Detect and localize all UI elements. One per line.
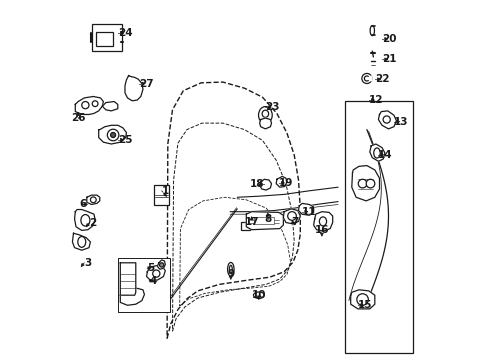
Polygon shape	[369, 144, 384, 161]
Text: 13: 13	[393, 117, 407, 127]
Text: 15: 15	[357, 300, 372, 310]
Ellipse shape	[227, 262, 234, 276]
Text: 23: 23	[265, 102, 279, 112]
Wedge shape	[366, 76, 371, 81]
Text: 25: 25	[118, 135, 132, 145]
Ellipse shape	[364, 76, 368, 81]
Bar	[154, 185, 169, 205]
Text: 5: 5	[147, 263, 154, 273]
Text: 18: 18	[249, 179, 264, 189]
Ellipse shape	[373, 148, 380, 158]
Circle shape	[159, 263, 163, 267]
Circle shape	[107, 129, 119, 141]
Polygon shape	[350, 290, 374, 309]
Circle shape	[382, 116, 389, 123]
Text: 7: 7	[291, 217, 298, 228]
Ellipse shape	[253, 292, 264, 298]
Circle shape	[287, 212, 296, 220]
Polygon shape	[259, 179, 271, 190]
Bar	[91, 24, 122, 51]
Text: 1: 1	[162, 186, 169, 196]
Ellipse shape	[78, 237, 85, 247]
Polygon shape	[120, 288, 144, 305]
Polygon shape	[259, 118, 271, 129]
Text: 24: 24	[118, 28, 132, 38]
Bar	[345, 101, 412, 353]
Circle shape	[356, 294, 367, 305]
Polygon shape	[378, 111, 396, 129]
Polygon shape	[351, 166, 379, 201]
Text: 20: 20	[381, 34, 396, 44]
Polygon shape	[276, 176, 286, 187]
Circle shape	[90, 197, 96, 203]
Ellipse shape	[258, 107, 272, 124]
Ellipse shape	[361, 73, 371, 84]
Polygon shape	[125, 76, 142, 101]
Text: 27: 27	[139, 78, 154, 89]
Bar	[240, 222, 249, 230]
Text: 17: 17	[244, 217, 259, 228]
Text: 22: 22	[374, 74, 388, 84]
Text: 16: 16	[314, 225, 328, 235]
Text: 6: 6	[80, 199, 87, 210]
Polygon shape	[146, 266, 165, 280]
Text: 14: 14	[377, 150, 391, 160]
Text: 9: 9	[227, 269, 234, 279]
Circle shape	[110, 132, 115, 138]
Text: 3: 3	[84, 258, 91, 268]
Ellipse shape	[262, 110, 268, 117]
Text: 21: 21	[381, 54, 396, 64]
Circle shape	[366, 179, 374, 188]
Polygon shape	[157, 260, 165, 269]
Bar	[254, 217, 274, 224]
Text: 10: 10	[251, 290, 265, 300]
Bar	[96, 32, 113, 46]
Polygon shape	[298, 203, 313, 215]
Circle shape	[92, 101, 98, 107]
Circle shape	[358, 179, 366, 188]
Ellipse shape	[369, 26, 374, 36]
Polygon shape	[283, 209, 300, 224]
Text: 4: 4	[149, 276, 156, 286]
Circle shape	[152, 270, 160, 277]
Polygon shape	[246, 212, 283, 230]
Polygon shape	[102, 102, 118, 111]
Ellipse shape	[81, 215, 90, 226]
Polygon shape	[87, 195, 100, 204]
Polygon shape	[313, 212, 332, 231]
Circle shape	[81, 102, 89, 109]
Ellipse shape	[319, 217, 326, 226]
Polygon shape	[120, 263, 136, 295]
Text: 26: 26	[71, 113, 85, 123]
Text: 11: 11	[302, 207, 316, 217]
Polygon shape	[99, 125, 126, 144]
Polygon shape	[75, 210, 95, 230]
Ellipse shape	[229, 265, 232, 273]
Text: 8: 8	[264, 214, 271, 224]
Polygon shape	[72, 233, 90, 250]
Text: 2: 2	[89, 218, 96, 228]
Polygon shape	[75, 96, 103, 114]
Bar	[118, 258, 170, 312]
Text: 19: 19	[278, 178, 292, 188]
Text: 12: 12	[368, 95, 383, 105]
